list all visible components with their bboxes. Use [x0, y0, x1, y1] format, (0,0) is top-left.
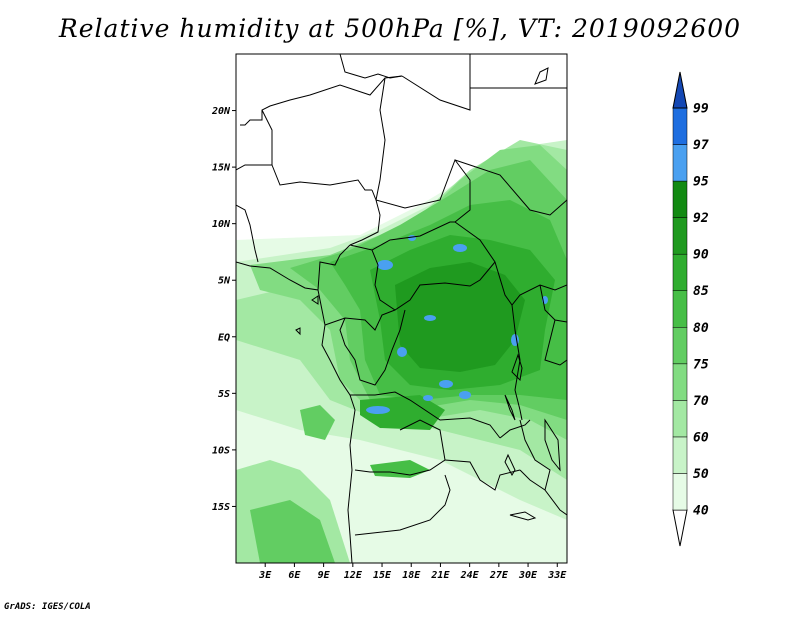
colorbar: 40 50 60 70 75 80 85 90 92 95 97 99 [672, 71, 709, 547]
lon-tick-label: 15E [373, 570, 392, 581]
colorbar-box [672, 253, 688, 291]
colorbar-box [672, 327, 688, 365]
colorbar-label: 75 [693, 357, 709, 372]
lat-tick-label: 10S [212, 445, 230, 456]
lon-tick-label: 24E [460, 570, 480, 581]
lon-tick-label: 9E [318, 570, 331, 581]
lon-tick-label: 6E [288, 570, 301, 581]
colorbar-label: 60 [693, 430, 709, 445]
lat-tick-label: 20N [211, 106, 231, 117]
lon-tick-label: 3E [258, 570, 272, 581]
credit-label: GrADS: IGES/COLA [4, 602, 91, 612]
longitude-axis: 3E 6E 9E 12E 15E 18E 21E 24E 27E 30E 33E [258, 563, 567, 581]
colorbar-label: 99 [693, 102, 709, 117]
colorbar-box [672, 473, 688, 511]
colorbar-lower-arrow [672, 509, 688, 547]
colorbar-label: 85 [693, 284, 709, 299]
colorbar-label: 95 [693, 175, 709, 190]
colorbar-box [672, 180, 688, 218]
lon-tick-label: 33E [547, 570, 567, 581]
lat-tick-label: 15S [212, 502, 230, 513]
lon-tick-label: 12E [344, 570, 363, 581]
humidity-field [236, 140, 567, 563]
lon-tick-label: 27E [489, 570, 509, 581]
colorbar-label: 97 [693, 138, 709, 153]
colorbar-label: 70 [693, 394, 709, 409]
colorbar-box [672, 363, 688, 401]
lat-tick-label: 10N [212, 219, 231, 230]
colorbar-label: 50 [693, 467, 709, 482]
colorbar-upper-arrow [672, 71, 688, 109]
lat-tick-label: 5S [218, 389, 230, 400]
lon-tick-label: 18E [402, 570, 421, 581]
lon-tick-label: 30E [518, 570, 538, 581]
colorbar-box [672, 217, 688, 255]
map-frame [235, 53, 568, 564]
colorbar-box [672, 144, 688, 182]
colorbar-label: 90 [693, 248, 709, 263]
map-title: Relative humidity at 500hPa [%], VT: 201… [58, 14, 742, 43]
colorbar-box [672, 436, 688, 474]
colorbar-label: 40 [693, 504, 709, 519]
lon-tick-label: 21E [430, 570, 450, 581]
lat-tick-label: EQ [218, 332, 230, 343]
colorbar-label: 92 [693, 211, 709, 226]
colorbar-label: 80 [693, 321, 709, 336]
country-borders [236, 54, 567, 563]
latitude-axis: 20N 15N 10N 5N EQ 5S 10S 15S [211, 106, 236, 513]
lat-tick-label: 15N [212, 163, 231, 174]
colorbar-box [672, 290, 688, 328]
colorbar-box [672, 107, 688, 145]
lat-tick-label: 5N [218, 276, 231, 287]
colorbar-box [672, 400, 688, 438]
